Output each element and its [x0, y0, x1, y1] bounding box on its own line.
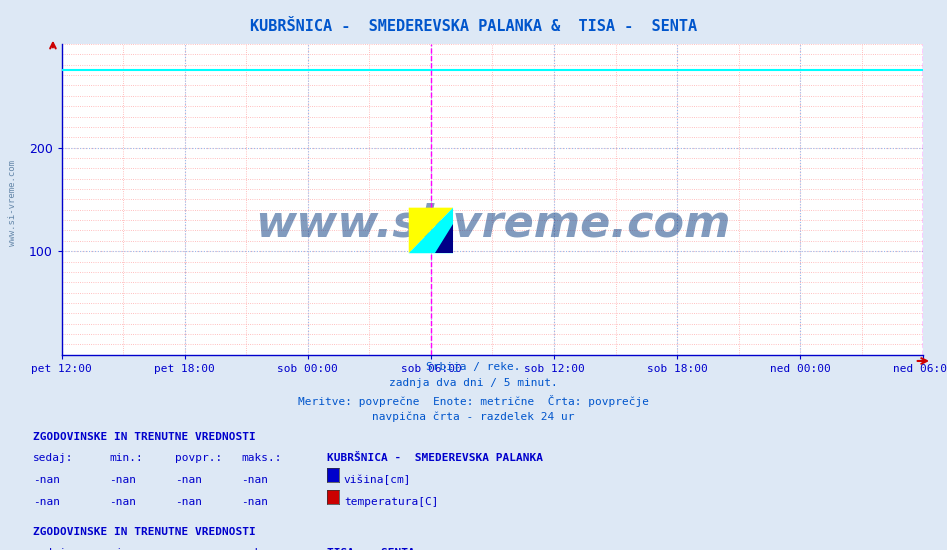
Text: navpična črta - razdelek 24 ur: navpična črta - razdelek 24 ur [372, 411, 575, 422]
Text: min.:: min.: [109, 453, 143, 463]
Text: -nan: -nan [109, 497, 136, 507]
Text: maks.:: maks.: [241, 548, 282, 550]
Text: -nan: -nan [175, 497, 203, 507]
Text: KUBRŠNICA -  SMEDEREVSKA PALANKA &  TISA -  SENTA: KUBRŠNICA - SMEDEREVSKA PALANKA & TISA -… [250, 19, 697, 34]
Text: KUBRŠNICA -  SMEDEREVSKA PALANKA: KUBRŠNICA - SMEDEREVSKA PALANKA [327, 453, 543, 463]
Text: maks.:: maks.: [241, 453, 282, 463]
Text: temperatura[C]: temperatura[C] [344, 497, 438, 507]
Text: -nan: -nan [175, 475, 203, 485]
Text: povpr.:: povpr.: [175, 453, 223, 463]
Text: -nan: -nan [109, 475, 136, 485]
Text: -nan: -nan [241, 475, 269, 485]
Text: www.si-vreme.com: www.si-vreme.com [255, 203, 730, 246]
Text: -nan: -nan [241, 497, 269, 507]
Text: sedaj:: sedaj: [33, 548, 74, 550]
Text: Meritve: povprečne  Enote: metrične  Črta: povprečje: Meritve: povprečne Enote: metrične Črta:… [298, 395, 649, 407]
Text: zadnja dva dni / 5 minut.: zadnja dva dni / 5 minut. [389, 378, 558, 388]
Text: ZGODOVINSKE IN TRENUTNE VREDNOSTI: ZGODOVINSKE IN TRENUTNE VREDNOSTI [33, 432, 256, 442]
Polygon shape [409, 208, 453, 253]
Polygon shape [409, 208, 453, 253]
Text: www.si-vreme.com: www.si-vreme.com [8, 161, 17, 246]
Text: sedaj:: sedaj: [33, 453, 74, 463]
Text: -nan: -nan [33, 497, 61, 507]
Text: -nan: -nan [33, 475, 61, 485]
Text: TISA -  SENTA: TISA - SENTA [327, 548, 415, 550]
Polygon shape [436, 224, 453, 253]
Text: Srbija / reke.: Srbija / reke. [426, 362, 521, 372]
Text: min.:: min.: [109, 548, 143, 550]
Text: povpr.:: povpr.: [175, 548, 223, 550]
Text: višina[cm]: višina[cm] [344, 475, 411, 485]
Text: ZGODOVINSKE IN TRENUTNE VREDNOSTI: ZGODOVINSKE IN TRENUTNE VREDNOSTI [33, 527, 256, 537]
